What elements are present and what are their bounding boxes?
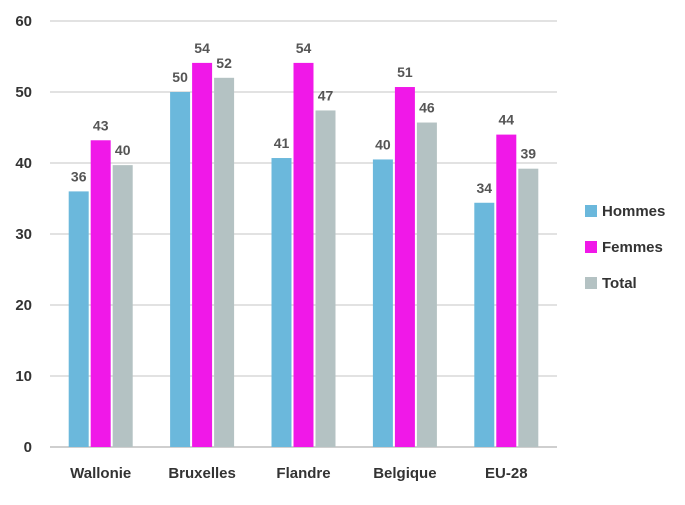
data-label: 54 — [194, 40, 210, 56]
legend-swatch-total — [585, 277, 597, 289]
bar-hommes-bruxelles — [170, 92, 191, 447]
bar-total-belgique — [416, 122, 437, 447]
x-category-label: Wallonie — [70, 465, 131, 482]
bar-femmes-eu-28 — [496, 134, 517, 447]
data-label: 54 — [296, 40, 312, 56]
data-label: 36 — [71, 168, 87, 184]
y-tick-label: 30 — [15, 226, 32, 243]
bar-hommes-belgique — [372, 159, 393, 447]
bar-total-bruxelles — [214, 77, 235, 448]
bar-total-eu-28 — [518, 168, 539, 447]
bar-total-flandre — [315, 110, 336, 448]
bar-total-wallonie — [112, 165, 133, 447]
x-category-label: Bruxelles — [168, 465, 236, 482]
data-label: 39 — [521, 146, 537, 162]
data-label: 52 — [216, 55, 232, 71]
data-label: 40 — [115, 142, 131, 158]
bar-hommes-flandre — [271, 158, 292, 447]
x-category-label: EU-28 — [485, 465, 528, 482]
legend-swatch-femmes — [585, 241, 597, 253]
data-label: 47 — [318, 87, 334, 103]
data-label: 34 — [477, 180, 493, 196]
y-tick-label: 20 — [15, 297, 32, 314]
data-label: 51 — [397, 64, 413, 80]
bar-femmes-flandre — [293, 62, 314, 447]
legend-swatch-hommes — [585, 205, 597, 217]
legend-label-total: Total — [602, 275, 637, 292]
bar-femmes-wallonie — [90, 140, 111, 447]
y-tick-label: 50 — [15, 84, 32, 101]
x-axis-categories: Wallonie Bruxelles Flandre Belgique EU-28 — [70, 465, 527, 482]
y-axis-ticks: 0 10 20 30 40 50 60 — [15, 13, 32, 456]
x-category-label: Flandre — [276, 465, 330, 482]
data-label: 50 — [172, 69, 188, 85]
x-category-label: Belgique — [373, 465, 436, 482]
legend: Hommes Femmes Total — [585, 203, 665, 292]
data-labels: 36 43 40 50 54 52 41 54 47 40 51 46 34 44 39 — [71, 40, 536, 196]
y-tick-label: 0 — [24, 439, 32, 456]
data-label: 46 — [419, 100, 435, 116]
legend-label-femmes: Femmes — [602, 239, 663, 256]
bar-hommes-wallonie — [68, 191, 89, 447]
data-label: 40 — [375, 136, 391, 152]
data-label: 41 — [274, 135, 290, 151]
y-tick-label: 10 — [15, 368, 32, 385]
bar-hommes-eu-28 — [474, 202, 495, 447]
bars — [68, 62, 539, 448]
y-tick-label: 60 — [15, 13, 32, 30]
data-label: 43 — [93, 117, 109, 133]
bar-femmes-belgique — [394, 87, 415, 447]
legend-label-hommes: Hommes — [602, 203, 665, 220]
data-label: 44 — [499, 112, 515, 128]
bar-femmes-bruxelles — [192, 62, 213, 447]
y-tick-label: 40 — [15, 155, 32, 172]
